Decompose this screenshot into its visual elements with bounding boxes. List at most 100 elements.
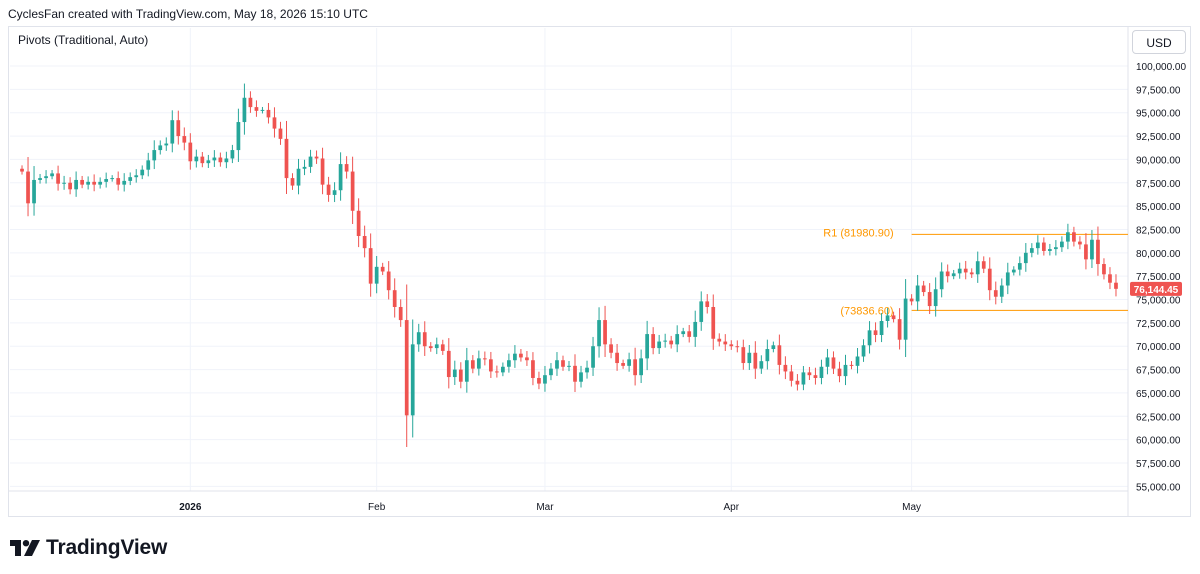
candle-down [470, 355, 475, 374]
candle-body [272, 117, 277, 129]
candle-body [194, 156, 199, 162]
candle-body [735, 346, 740, 348]
candle-body [561, 360, 565, 367]
candle-down [981, 256, 986, 274]
candle-body [603, 320, 607, 345]
candle-body [765, 349, 770, 362]
candle-body [1017, 263, 1022, 270]
candle-body [314, 156, 319, 159]
candle-body [843, 364, 848, 377]
candle-down [831, 351, 836, 375]
candle-body [488, 359, 493, 372]
candle-down [458, 362, 463, 389]
candle-up [374, 255, 379, 294]
candle-down [188, 133, 193, 170]
candle-body [675, 334, 680, 345]
candle-body [837, 368, 842, 377]
candle-up [801, 366, 806, 391]
candle-body [92, 181, 97, 185]
candle-body [308, 156, 313, 167]
indicator-legend[interactable]: Pivots (Traditional, Auto) [18, 33, 149, 47]
candle-down [669, 335, 674, 349]
candle-body [176, 120, 181, 137]
candle-body [1096, 239, 1100, 265]
candle-down [368, 233, 373, 297]
candle-body [128, 177, 133, 181]
last-price-label: 76,144.45 [1134, 285, 1179, 296]
candle-body [320, 158, 325, 185]
candle-up [308, 149, 313, 173]
candle-body [326, 184, 331, 195]
candle-up [98, 177, 103, 189]
candle-down [266, 103, 271, 124]
candle-body [56, 173, 60, 184]
candle-up [885, 308, 890, 328]
candle-body [290, 178, 295, 186]
candle-down [1078, 236, 1082, 250]
candle-body [428, 346, 433, 349]
candle-body [495, 371, 499, 373]
candle-up [134, 169, 139, 183]
candle-up [1011, 266, 1016, 276]
candle-body [206, 160, 211, 164]
candle-body [452, 369, 457, 378]
currency-button[interactable]: USD [1132, 30, 1186, 54]
candle-down [621, 359, 625, 369]
candle-up [44, 170, 48, 184]
candle-up [140, 165, 145, 180]
candle-body [182, 136, 187, 143]
candle-down [1072, 226, 1076, 247]
candle-body [687, 331, 692, 337]
candle-body [819, 366, 824, 378]
candle-down [561, 355, 565, 371]
candle-down [897, 308, 902, 350]
candle-body [585, 367, 589, 373]
candle-body [1084, 244, 1088, 260]
candle-body [543, 375, 547, 384]
candle-down [392, 278, 397, 318]
candle-down [873, 322, 878, 343]
candle-down [537, 371, 541, 390]
candle-body [855, 356, 860, 366]
candle-up [38, 173, 42, 184]
candle-up [843, 354, 848, 386]
candle-body [476, 358, 481, 369]
price-tick-label: 90,000.00 [1136, 155, 1181, 166]
candle-down [1041, 237, 1046, 256]
candle-up [591, 336, 595, 376]
candle-down [987, 257, 992, 301]
price-tick-label: 75,000.00 [1136, 296, 1181, 307]
candle-down [717, 333, 722, 347]
candle-up [338, 152, 343, 201]
candle-up [879, 313, 884, 343]
candle-down [68, 177, 72, 195]
candle-down [254, 100, 259, 117]
price-tick-label: 67,500.00 [1136, 366, 1181, 377]
candle-body [62, 182, 66, 184]
candle-down [603, 305, 607, 357]
candle-body [567, 365, 571, 367]
candle-body [573, 365, 577, 382]
candle-down [218, 152, 223, 167]
candle-body [296, 168, 301, 186]
candle-body [861, 345, 866, 357]
candle-down [80, 175, 84, 189]
time-tick-label: 2026 [179, 502, 202, 513]
candle-body [80, 179, 84, 185]
candle-down [525, 351, 529, 366]
candle-down [753, 341, 758, 379]
candle-body [260, 109, 265, 111]
candle-body [933, 289, 938, 307]
candle-body [434, 344, 439, 349]
candle-body [885, 315, 890, 322]
candle-down [182, 127, 187, 151]
attribution-header: CyclesFan created with TradingView.com, … [8, 7, 368, 21]
candle-up [681, 327, 686, 338]
candle-up [50, 170, 54, 180]
candle-down [326, 176, 331, 202]
candle-down [711, 294, 716, 350]
candle-up [62, 175, 66, 190]
candle-body [957, 268, 962, 274]
candle-down [26, 157, 30, 217]
